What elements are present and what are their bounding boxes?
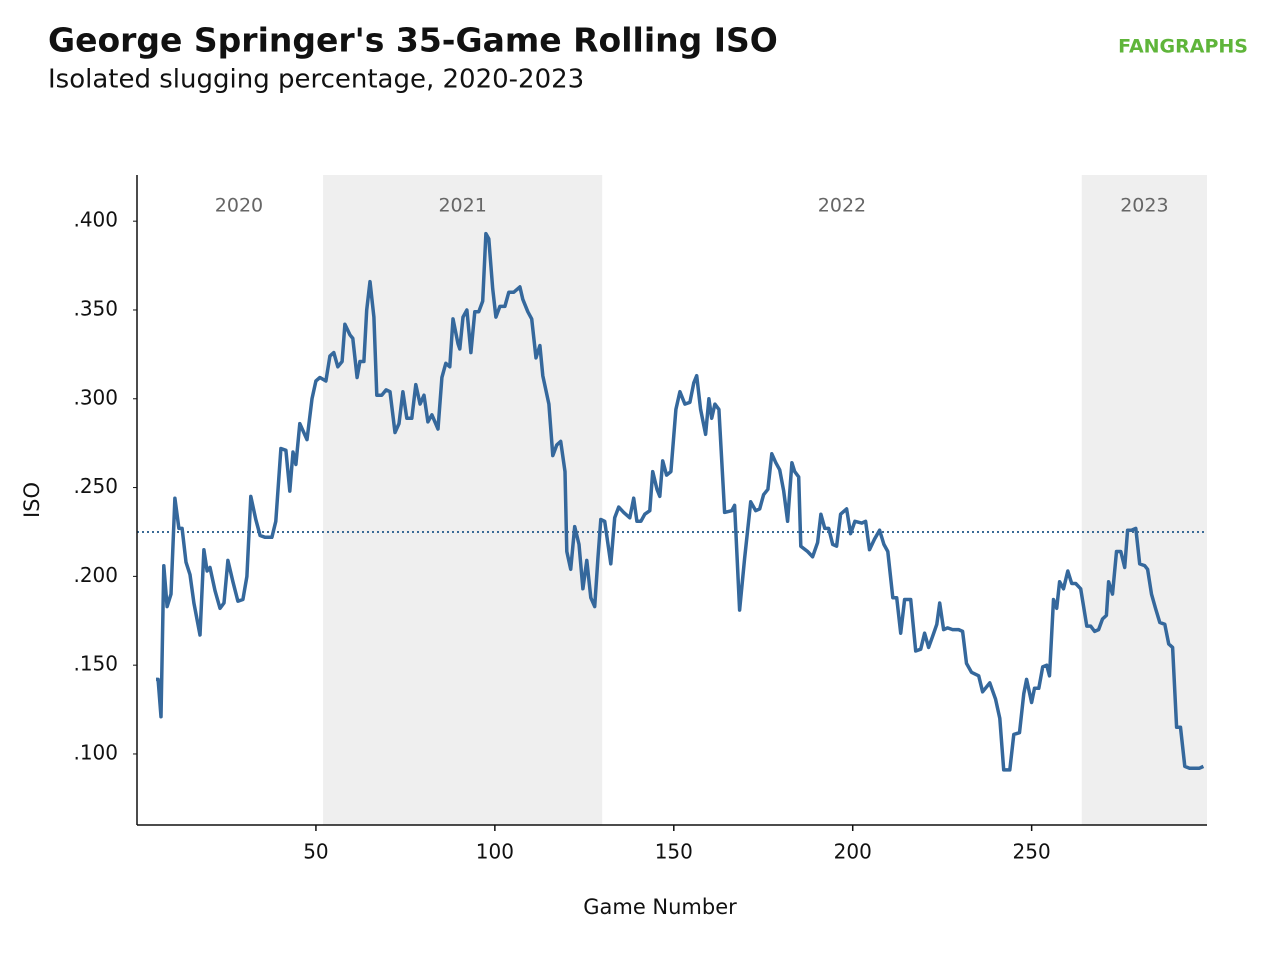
- period-shade: [323, 175, 603, 825]
- chart-subtitle: Isolated slugging percentage, 2020-2023: [48, 65, 584, 95]
- x-tick-label: 150: [655, 840, 693, 864]
- period-shade: [1081, 175, 1207, 825]
- y-tick-label: .300: [73, 385, 118, 409]
- x-tick-label: 50: [303, 840, 328, 864]
- logo: FANGRAPHS: [1118, 36, 1248, 58]
- period-label: 2020: [215, 195, 263, 217]
- y-axis-label: ISO: [20, 482, 44, 518]
- x-tick-label: 200: [834, 840, 872, 864]
- x-tick-label: 100: [476, 840, 514, 864]
- y-tick-label: .400: [73, 208, 118, 232]
- period-label: 2023: [1120, 195, 1168, 217]
- y-tick-label: .200: [73, 563, 118, 587]
- period-label: 2022: [818, 195, 866, 217]
- x-axis-label: Game Number: [583, 895, 737, 919]
- x-tick-label: 250: [1013, 840, 1051, 864]
- series-line: [156, 231, 1205, 772]
- y-tick-label: .150: [73, 652, 118, 676]
- y-tick-label: .100: [73, 740, 118, 764]
- period-label: 2021: [438, 195, 486, 217]
- y-tick-label: .250: [73, 474, 118, 498]
- y-tick-label: .350: [73, 296, 118, 320]
- chart-title: George Springer's 35-Game Rolling ISO: [48, 21, 778, 60]
